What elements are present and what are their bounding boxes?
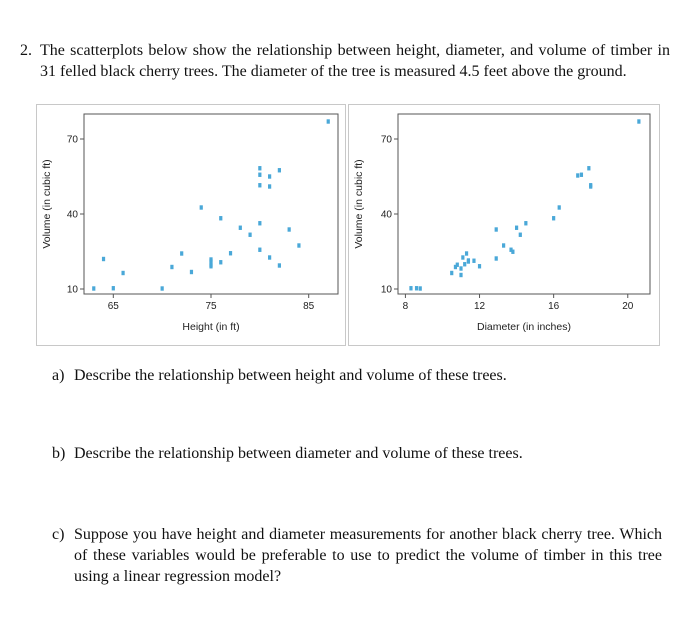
data-point (199, 205, 203, 210)
question-b: b) Describe the relationship between dia… (52, 443, 662, 464)
x-tick-label: 65 (108, 301, 120, 312)
data-point (514, 225, 519, 230)
x-tick-label: 85 (303, 301, 315, 312)
question-a-text: Describe the relationship between height… (74, 367, 507, 384)
x-tick-label: 12 (474, 301, 486, 312)
data-point (277, 263, 281, 268)
y-tick-label: 40 (67, 210, 79, 221)
question-c-label: c) (52, 526, 65, 543)
data-point (189, 269, 194, 275)
data-point (219, 260, 223, 265)
data-point (238, 225, 242, 230)
data-point (466, 258, 471, 263)
data-point (277, 168, 281, 173)
data-point (268, 255, 272, 260)
data-point (494, 256, 498, 261)
problem-number: 2. (20, 42, 32, 59)
data-point (450, 270, 454, 276)
data-point (258, 183, 262, 188)
question-a: a) Describe the relationship between hei… (52, 365, 662, 386)
data-point (557, 205, 561, 210)
data-point (459, 272, 463, 278)
data-point (209, 257, 213, 262)
data-point (219, 216, 223, 221)
problem-intro-text: The scatterplots below show the relation… (40, 42, 670, 80)
question-b-text: Describe the relationship between diamet… (74, 445, 523, 462)
y-axis-label: Volume (in cubic ft) (41, 159, 53, 248)
problem-intro: 2. The scatterplots below show the relat… (20, 40, 670, 82)
data-point (463, 262, 467, 267)
data-point (502, 243, 506, 248)
y-tick-label: 70 (67, 135, 79, 146)
data-point (111, 286, 115, 291)
data-point (472, 258, 476, 263)
data-point (511, 249, 515, 254)
y-tick-label: 40 (381, 210, 393, 221)
data-point (464, 251, 469, 256)
data-point (258, 166, 262, 171)
data-point (418, 286, 422, 291)
y-axis-label: Volume (in cubic ft) (353, 159, 365, 248)
question-b-label: b) (52, 445, 66, 462)
data-point (160, 286, 164, 291)
data-point (180, 251, 184, 256)
data-point (121, 270, 125, 276)
data-point (455, 262, 459, 267)
scatter-panel-1: 65 75 85 10 40 70 Height (in ft) Volume (in cub… (36, 104, 346, 346)
data-point (258, 247, 262, 252)
plot-area (397, 113, 651, 295)
y-tick-label: 10 (381, 285, 393, 296)
data-point (589, 184, 593, 189)
x-tick-label: 16 (548, 301, 560, 312)
scatter-panel-2: 8 12 16 20 10 40 70 Diameter (in inches) Volume … (348, 104, 660, 346)
y-tick-label: 10 (67, 285, 79, 296)
data-point (477, 264, 482, 269)
question-a-label: a) (52, 367, 65, 384)
data-point (170, 264, 174, 270)
data-point (287, 227, 291, 232)
data-point (494, 227, 498, 232)
data-point (461, 255, 465, 260)
data-point (258, 221, 262, 226)
data-point (576, 173, 580, 178)
data-point (209, 264, 213, 269)
data-point (453, 264, 458, 270)
data-point (552, 216, 556, 221)
panel-frame (36, 104, 346, 346)
data-point (579, 172, 584, 177)
data-point (409, 286, 413, 291)
scatterplots-svg: 65 75 85 10 40 70 Height (in ft) Volume (in cub… (36, 104, 660, 346)
data-point (509, 247, 513, 252)
data-point (268, 174, 272, 179)
x-axis-label: Diameter (in inches) (477, 321, 571, 333)
x-tick-label: 20 (622, 301, 634, 312)
scatterplots-figure: 65 75 85 10 40 70 Height (in ft) Volume (in cub… (36, 104, 660, 346)
data-point (414, 286, 419, 291)
data-point (92, 286, 96, 291)
data-point (258, 172, 262, 177)
x-tick-label: 75 (205, 301, 217, 312)
y-tick-label: 70 (381, 135, 393, 146)
question-c-text: Suppose you have height and diameter mea… (74, 526, 662, 585)
data-point (268, 184, 272, 189)
data-point (326, 119, 330, 124)
x-tick-label: 8 (403, 301, 409, 312)
data-point (637, 119, 641, 124)
data-point (297, 243, 301, 248)
data-point (518, 232, 522, 237)
x-axis-label: Height (in ft) (182, 321, 239, 333)
data-point (587, 166, 591, 171)
data-point (228, 251, 233, 256)
question-c: c) Suppose you have height and diameter … (52, 524, 662, 587)
data-point (248, 232, 252, 237)
panel-frame (348, 104, 660, 346)
data-point (459, 266, 463, 271)
data-point (101, 256, 106, 262)
data-point (524, 221, 528, 226)
